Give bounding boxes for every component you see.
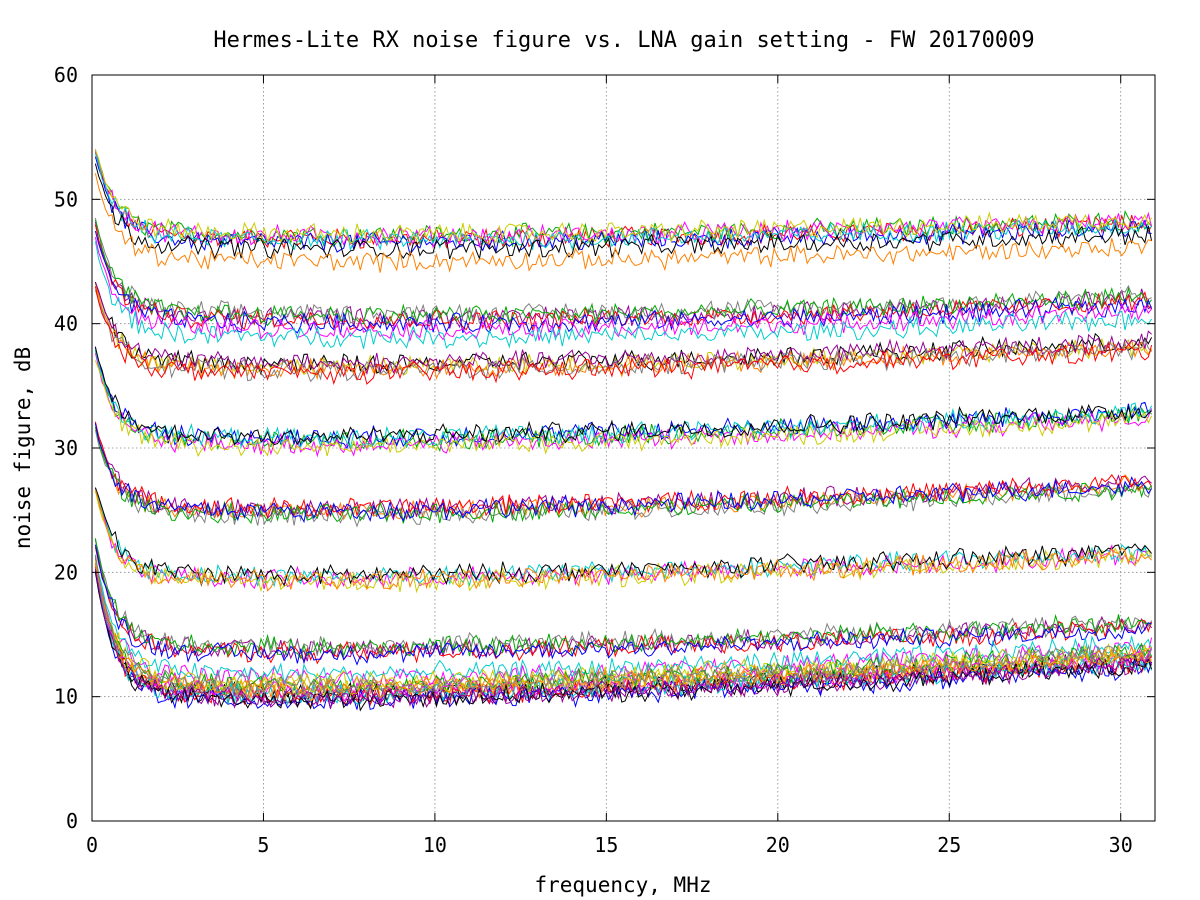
series-line-g2-s3 [94,282,1152,376]
series-line-g4-s1 [94,422,1152,521]
series-line-g5-s3 [94,487,1152,587]
series-line-g2-s0 [94,283,1153,376]
series-line-g6-s3 [94,538,1152,660]
x-tick-label: 0 [86,833,98,857]
chart-title: Hermes-Lite RX noise figure vs. LNA gain… [213,28,1034,53]
series-line-g8-s11 [94,564,1152,702]
series-line-g5-s1 [94,487,1152,590]
y-tick-label: 20 [54,560,78,584]
series-line-g3-s5 [94,347,1152,446]
series-line-g8-s13 [94,555,1153,697]
y-tick-label: 30 [54,436,78,460]
y-tick-label: 60 [54,63,78,87]
series-line-g3-s0 [94,350,1152,453]
series-line-g0-s4 [94,153,1152,252]
series-line-g1-s4 [94,230,1153,335]
x-tick-label: 25 [937,833,961,857]
y-tick-label: 50 [54,187,78,211]
series-line-g6-s1 [94,540,1153,658]
series-line-g6-s2 [94,546,1153,665]
y-axis-label: noise figure, dB [11,347,35,549]
series-line-g0-s6 [94,163,1153,261]
series-line-g5-s2 [94,490,1153,594]
series-line-g8-s10 [94,570,1153,712]
x-tick-label: 5 [257,833,269,857]
series-line-g8-s6 [94,572,1153,710]
x-axis-label: frequency, MHz [534,873,711,897]
series-line-g2-s5 [94,286,1153,386]
series-line-g4-s0 [94,426,1152,521]
x-tick-label: 10 [423,833,447,857]
series-group [94,149,1153,712]
series-line-g4-s2 [94,429,1153,528]
x-tick-label: 20 [766,833,790,857]
series-line-g8-s12 [94,568,1153,710]
x-tick-label: 30 [1109,833,1133,857]
axis-ticks: 0 5 10 15 20 25 30 0 10 20 30 40 50 60 [54,63,1155,857]
y-tick-label: 10 [54,685,78,709]
series-line-g3-s2 [94,352,1153,458]
grid [92,75,1155,821]
series-line-g4-s5 [94,423,1153,524]
series-line-g2-s1 [94,281,1153,376]
y-tick-label: 40 [54,312,78,336]
series-line-g5-s4 [94,489,1152,592]
series-line-g0-s7 [94,173,1152,273]
series-line-g1-s3 [94,219,1152,327]
plot-frame [91,74,1156,822]
series-line-g3-s3 [94,349,1153,449]
y-tick-label: 0 [66,809,78,833]
series-line-g4-s4 [94,426,1152,525]
series-line-g7-s1 [94,554,1153,685]
series-line-g1-s6 [94,241,1153,349]
series-line-g6-s4 [94,544,1152,666]
series-line-g0-s5 [94,149,1153,245]
x-tick-label: 15 [594,833,618,857]
